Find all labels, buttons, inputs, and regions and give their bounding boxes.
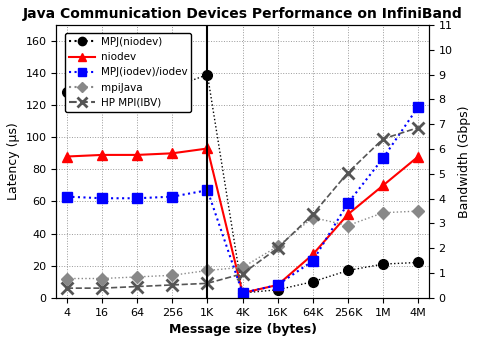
mpiJava — [345, 224, 351, 228]
MPJ(niodev) — [345, 269, 351, 273]
Y-axis label: Latency (μs): Latency (μs) — [7, 122, 20, 200]
Legend: MPJ(niodev), niodev, MPJ(iodev)/iodev, mpiJava, HP MPI(IBV): MPJ(niodev), niodev, MPJ(iodev)/iodev, m… — [65, 33, 192, 112]
HP MPI(IBV) — [310, 212, 315, 216]
niodev — [239, 291, 245, 295]
HP MPI(IBV) — [64, 286, 70, 290]
Line: MPJ(niodev): MPJ(niodev) — [62, 70, 423, 298]
MPJ(niodev) — [275, 288, 281, 292]
mpiJava — [64, 276, 70, 281]
MPJ(niodev) — [380, 262, 386, 266]
MPJ(niodev) — [239, 291, 245, 295]
niodev — [415, 154, 421, 158]
HP MPI(IBV) — [134, 284, 140, 288]
niodev — [134, 153, 140, 157]
MPJ(iodev)/iodev — [310, 259, 315, 263]
mpiJava — [239, 265, 245, 269]
HP MPI(IBV) — [415, 126, 421, 130]
Y-axis label: Bandwidth (Gbps): Bandwidth (Gbps) — [458, 105, 471, 217]
mpiJava — [205, 269, 210, 273]
MPJ(iodev)/iodev — [205, 188, 210, 192]
MPJ(iodev)/iodev — [275, 283, 281, 287]
mpiJava — [310, 215, 315, 220]
niodev — [99, 153, 105, 157]
MPJ(iodev)/iodev — [380, 156, 386, 160]
MPJ(iodev)/iodev — [345, 201, 351, 205]
Line: HP MPI(IBV): HP MPI(IBV) — [61, 122, 424, 294]
HP MPI(IBV) — [380, 137, 386, 141]
Line: mpiJava: mpiJava — [63, 207, 423, 283]
mpiJava — [275, 244, 281, 248]
MPJ(niodev) — [99, 88, 105, 93]
niodev — [169, 151, 175, 155]
mpiJava — [169, 273, 175, 277]
Line: MPJ(iodev)/iodev: MPJ(iodev)/iodev — [62, 102, 423, 298]
MPJ(niodev) — [169, 85, 175, 90]
HP MPI(IBV) — [345, 170, 351, 175]
mpiJava — [99, 276, 105, 281]
MPJ(niodev) — [310, 280, 315, 284]
MPJ(iodev)/iodev — [415, 105, 421, 109]
MPJ(iodev)/iodev — [239, 291, 245, 295]
MPJ(iodev)/iodev — [134, 196, 140, 200]
niodev — [275, 283, 281, 287]
MPJ(niodev) — [205, 73, 210, 77]
HP MPI(IBV) — [275, 246, 281, 250]
HP MPI(IBV) — [239, 272, 245, 276]
MPJ(niodev) — [134, 87, 140, 91]
X-axis label: Message size (bytes): Message size (bytes) — [169, 323, 316, 336]
niodev — [380, 184, 386, 188]
mpiJava — [380, 211, 386, 215]
MPJ(niodev) — [415, 260, 421, 264]
mpiJava — [134, 275, 140, 279]
HP MPI(IBV) — [205, 281, 210, 285]
MPJ(niodev) — [64, 90, 70, 94]
MPJ(iodev)/iodev — [99, 196, 105, 200]
MPJ(iodev)/iodev — [169, 194, 175, 199]
HP MPI(IBV) — [169, 283, 175, 287]
Line: niodev: niodev — [62, 144, 423, 298]
mpiJava — [415, 209, 421, 213]
MPJ(iodev)/iodev — [64, 194, 70, 199]
niodev — [205, 146, 210, 151]
niodev — [345, 212, 351, 216]
Title: Java Communication Devices Performance on InfiniBand: Java Communication Devices Performance o… — [22, 7, 462, 21]
niodev — [310, 252, 315, 257]
niodev — [64, 154, 70, 158]
HP MPI(IBV) — [99, 286, 105, 290]
